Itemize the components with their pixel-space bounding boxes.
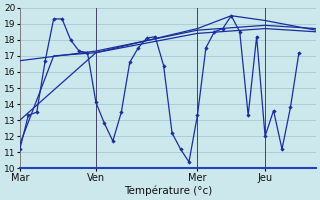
X-axis label: Température (°c): Température (°c) [124,185,212,196]
